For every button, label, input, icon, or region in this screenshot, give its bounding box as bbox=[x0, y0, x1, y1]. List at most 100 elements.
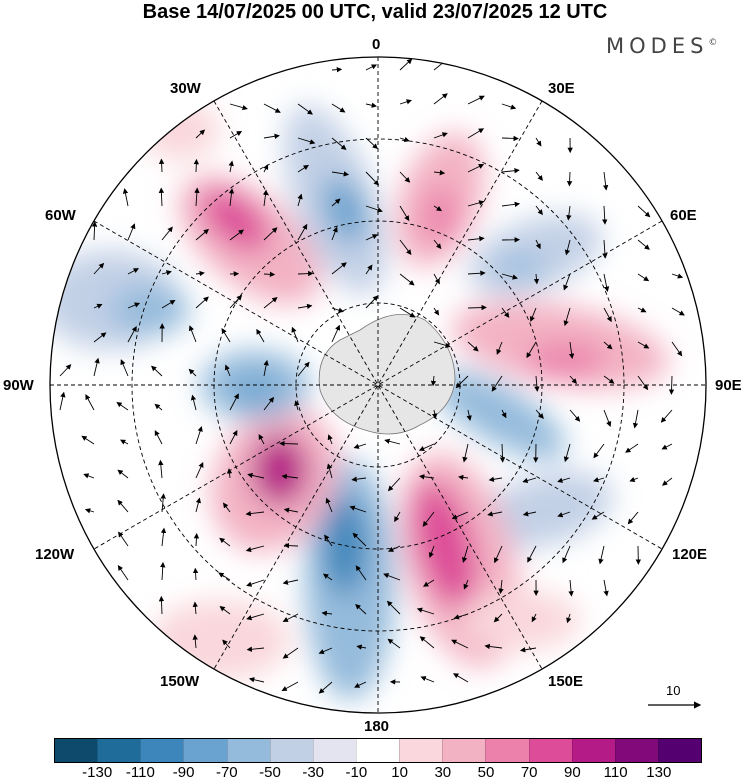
wind-vector bbox=[568, 341, 575, 359]
wind-vector bbox=[671, 341, 683, 357]
wind-vector bbox=[154, 403, 163, 411]
wind-vector bbox=[116, 401, 129, 411]
wind-vector bbox=[331, 137, 347, 150]
wind-vector bbox=[660, 409, 673, 423]
wind-vector bbox=[637, 239, 650, 250]
wind-vector bbox=[499, 443, 506, 463]
wind-vector bbox=[160, 493, 166, 513]
colorbar-swatch bbox=[97, 739, 141, 762]
wind-vector bbox=[224, 364, 231, 377]
wind-vector bbox=[263, 359, 269, 377]
wind-vector bbox=[461, 545, 469, 563]
wind-vector bbox=[365, 137, 378, 150]
wind-vector bbox=[229, 294, 243, 309]
wind-vector bbox=[352, 532, 367, 547]
wind-vector bbox=[248, 677, 265, 683]
wind-vector bbox=[535, 137, 542, 147]
wind-vector bbox=[195, 270, 205, 277]
wind-vector bbox=[282, 579, 299, 585]
wind-vector bbox=[160, 527, 167, 547]
wind-vector bbox=[467, 200, 485, 207]
wind-vector bbox=[229, 103, 248, 111]
wind-vector bbox=[637, 205, 651, 218]
wind-vector bbox=[569, 409, 581, 422]
colorbar-swatch bbox=[226, 739, 270, 762]
wind-vector bbox=[399, 58, 413, 71]
wind-vector bbox=[387, 545, 401, 552]
wind-vector bbox=[85, 394, 95, 411]
wind-vector bbox=[263, 297, 278, 309]
lon-label-150e: 150E bbox=[548, 673, 584, 690]
wind-vector bbox=[399, 239, 412, 256]
map-frame bbox=[49, 56, 707, 714]
wind-vector bbox=[637, 341, 650, 349]
wind-vector bbox=[325, 497, 333, 513]
lon-label-0: 0 bbox=[372, 36, 381, 53]
wind-vector bbox=[281, 681, 299, 692]
wind-vector bbox=[282, 613, 299, 622]
colorbar-swatch bbox=[399, 739, 443, 762]
wind-vector bbox=[81, 435, 95, 445]
wind-vector bbox=[484, 643, 503, 650]
wind-vector bbox=[467, 304, 487, 311]
wind-vector bbox=[563, 307, 571, 327]
wind-vector bbox=[598, 545, 605, 565]
lon-label-30w: 30W bbox=[170, 80, 201, 97]
wind-vector bbox=[566, 613, 572, 624]
wind-vector bbox=[422, 511, 435, 527]
wind-vector bbox=[557, 511, 571, 518]
wind-vector bbox=[195, 497, 201, 513]
wind-vector bbox=[318, 681, 333, 694]
wind-vector bbox=[603, 375, 615, 384]
wind-vector bbox=[291, 326, 299, 343]
colorbar-tick-label: -130 bbox=[82, 764, 113, 781]
wind-vector bbox=[501, 167, 520, 174]
wind-vector bbox=[637, 375, 649, 391]
wind-vector bbox=[531, 613, 537, 623]
wind-vector bbox=[562, 545, 571, 564]
wind-vector bbox=[297, 164, 309, 173]
wind-vector bbox=[501, 135, 519, 142]
wind-vector bbox=[432, 409, 438, 419]
wind-vector bbox=[355, 565, 367, 581]
wind-vector bbox=[488, 476, 503, 482]
wind-vector bbox=[591, 511, 605, 520]
wind-vector bbox=[263, 271, 276, 278]
wind-vector bbox=[297, 223, 308, 241]
wind-vector bbox=[365, 234, 378, 241]
colorbar-tick-label: -30 bbox=[302, 764, 325, 781]
wind-vector bbox=[668, 375, 675, 395]
wind-vector bbox=[661, 477, 673, 486]
wind-vector bbox=[418, 443, 435, 451]
wind-vector bbox=[467, 270, 486, 276]
wind-vector bbox=[534, 375, 540, 392]
wind-vector bbox=[161, 270, 172, 276]
wind-vector bbox=[491, 375, 503, 392]
lon-label-120e: 120E bbox=[672, 546, 708, 563]
wind-vector bbox=[671, 273, 684, 279]
colorbar-tick-label: 70 bbox=[520, 764, 538, 781]
colorbar-tick-label: 10 bbox=[391, 764, 408, 781]
colorbar-swatch bbox=[442, 739, 486, 762]
wind-vector bbox=[331, 226, 338, 241]
wind-vector bbox=[245, 545, 265, 553]
wind-vector bbox=[487, 511, 503, 517]
map-title: Base 14/07/2025 00 UTC, valid 23/07/2025… bbox=[142, 1, 608, 23]
wind-vector bbox=[127, 302, 141, 309]
wind-vector bbox=[451, 639, 469, 649]
wind-vector bbox=[283, 542, 299, 549]
colorbar-tick-label: 90 bbox=[564, 764, 581, 781]
wind-vector bbox=[158, 158, 165, 173]
wind-vector bbox=[420, 676, 435, 683]
wind-vector bbox=[297, 193, 303, 207]
wind-vector bbox=[324, 534, 333, 547]
wind-vector bbox=[297, 103, 313, 115]
wind-vector bbox=[564, 239, 571, 256]
wind-vector bbox=[526, 341, 537, 359]
wind-vector bbox=[59, 364, 72, 377]
wind-vector bbox=[568, 579, 574, 597]
lon-label-180: 180 bbox=[364, 718, 390, 735]
wind-vector bbox=[603, 409, 612, 427]
wind-vector bbox=[365, 264, 373, 275]
